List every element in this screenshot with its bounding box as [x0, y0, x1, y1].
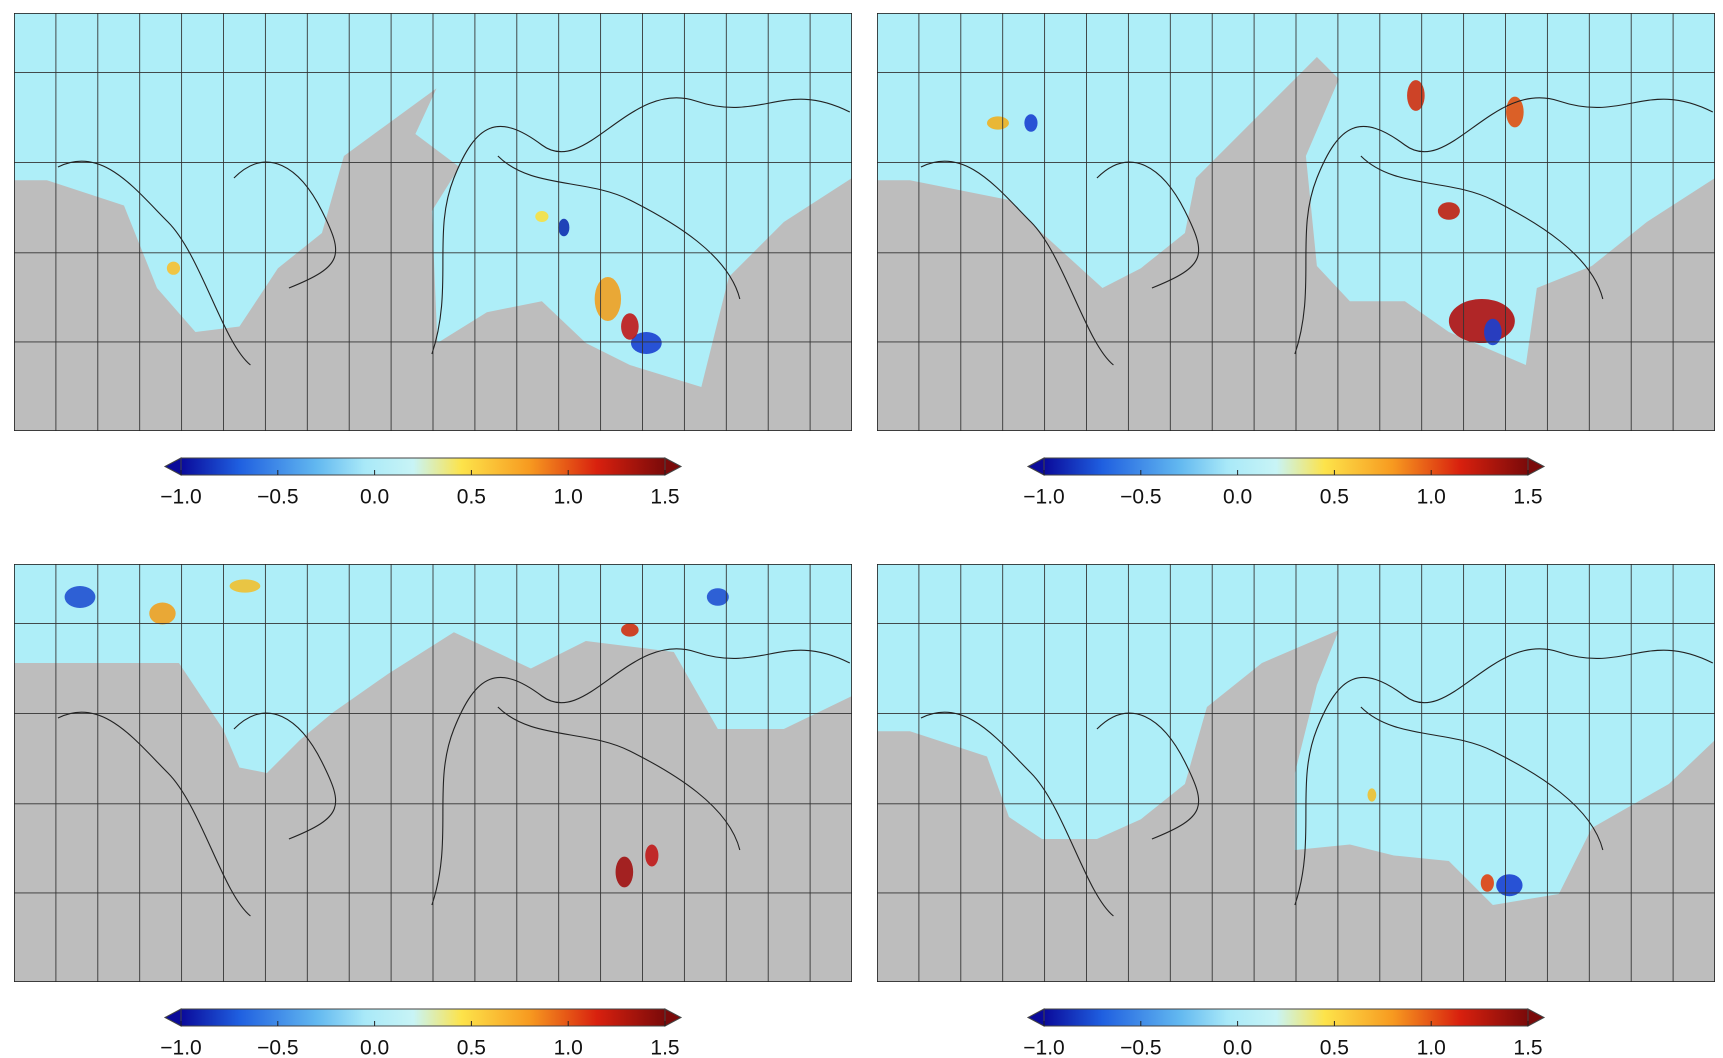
anomaly-spot	[64, 586, 96, 608]
colorbar-tick-label: 0.0	[360, 486, 389, 509]
anomaly-spot	[558, 218, 570, 237]
anomaly-spot	[986, 116, 1009, 130]
anomaly-spot	[630, 332, 662, 354]
anomaly-spot	[1367, 788, 1377, 802]
colorbar-tick-label: 0.0	[1223, 1037, 1252, 1058]
anomaly-spot	[621, 313, 639, 340]
coastline	[920, 648, 1714, 917]
colorbar-tick-label: −0.5	[1120, 486, 1161, 509]
map-panel	[14, 564, 852, 982]
anomaly-spot	[1496, 874, 1523, 897]
colorbar-tick-label: −0.5	[257, 486, 298, 509]
anomaly-spot	[1480, 874, 1494, 892]
colorbar-extend-high	[1527, 1008, 1546, 1027]
coastline	[57, 97, 851, 366]
anomaly-spot	[1024, 114, 1038, 132]
colorbar-tick-label: 1.0	[1417, 486, 1446, 509]
anomaly-spot	[1407, 80, 1425, 111]
anomaly-spot	[621, 623, 639, 637]
colorbar	[1043, 457, 1529, 476]
anomaly-spot	[1484, 318, 1502, 346]
anomaly-spot	[229, 579, 261, 593]
coastline	[920, 97, 1714, 366]
colorbar-tick-label: 1.0	[554, 486, 583, 509]
colorbar-tick-label: −0.5	[257, 1037, 298, 1058]
colorbar-extend-low	[163, 457, 182, 476]
colorbar-tick-label: −1.0	[1023, 1037, 1064, 1058]
colorbar-extend-high	[664, 457, 683, 476]
colorbar-tick-label: 1.5	[650, 486, 679, 509]
anomaly-spot	[535, 211, 549, 222]
anomaly-spot	[706, 588, 729, 606]
colorbar	[180, 457, 666, 476]
anomaly-spot	[615, 856, 634, 888]
colorbar-tick-label: 1.5	[1513, 486, 1542, 509]
colorbar	[180, 1008, 666, 1027]
anomaly-spot	[1437, 202, 1460, 220]
colorbar-tick-label: −1.0	[160, 1037, 201, 1058]
colorbar-tick-label: −0.5	[1120, 1037, 1161, 1058]
colorbar-tick-label: 1.0	[1417, 1037, 1446, 1058]
anomaly-spot	[1506, 96, 1524, 128]
coastline	[57, 648, 851, 917]
colorbar-tick-label: 0.5	[457, 486, 486, 509]
colorbar-extend-high	[664, 1008, 683, 1027]
colorbar-tick-label: 0.0	[360, 1037, 389, 1058]
colorbar-extend-low	[1026, 1008, 1045, 1027]
anomaly-spot	[1448, 299, 1515, 343]
colorbar-tick-label: 0.5	[1320, 1037, 1349, 1058]
anomaly-spot	[594, 277, 622, 321]
colorbar-extend-high	[1527, 457, 1546, 476]
colorbar	[1043, 1008, 1529, 1027]
map-panel	[877, 564, 1715, 982]
anomaly-spot	[149, 602, 176, 625]
map-panel	[14, 13, 852, 431]
colorbar-tick-label: 1.5	[650, 1037, 679, 1058]
colorbar-tick-label: 0.5	[457, 1037, 486, 1058]
colorbar-tick-label: 1.0	[554, 1037, 583, 1058]
anomaly-spot	[166, 261, 181, 275]
colorbar-tick-label: 0.5	[1320, 486, 1349, 509]
colorbar-tick-label: −1.0	[1023, 486, 1064, 509]
colorbar-tick-label: 1.5	[1513, 1037, 1542, 1058]
colorbar-tick-label: 0.0	[1223, 486, 1252, 509]
map-panel	[877, 13, 1715, 431]
anomaly-spot	[645, 844, 659, 867]
colorbar-tick-label: −1.0	[160, 486, 201, 509]
colorbar-extend-low	[1026, 457, 1045, 476]
colorbar-extend-low	[163, 1008, 182, 1027]
